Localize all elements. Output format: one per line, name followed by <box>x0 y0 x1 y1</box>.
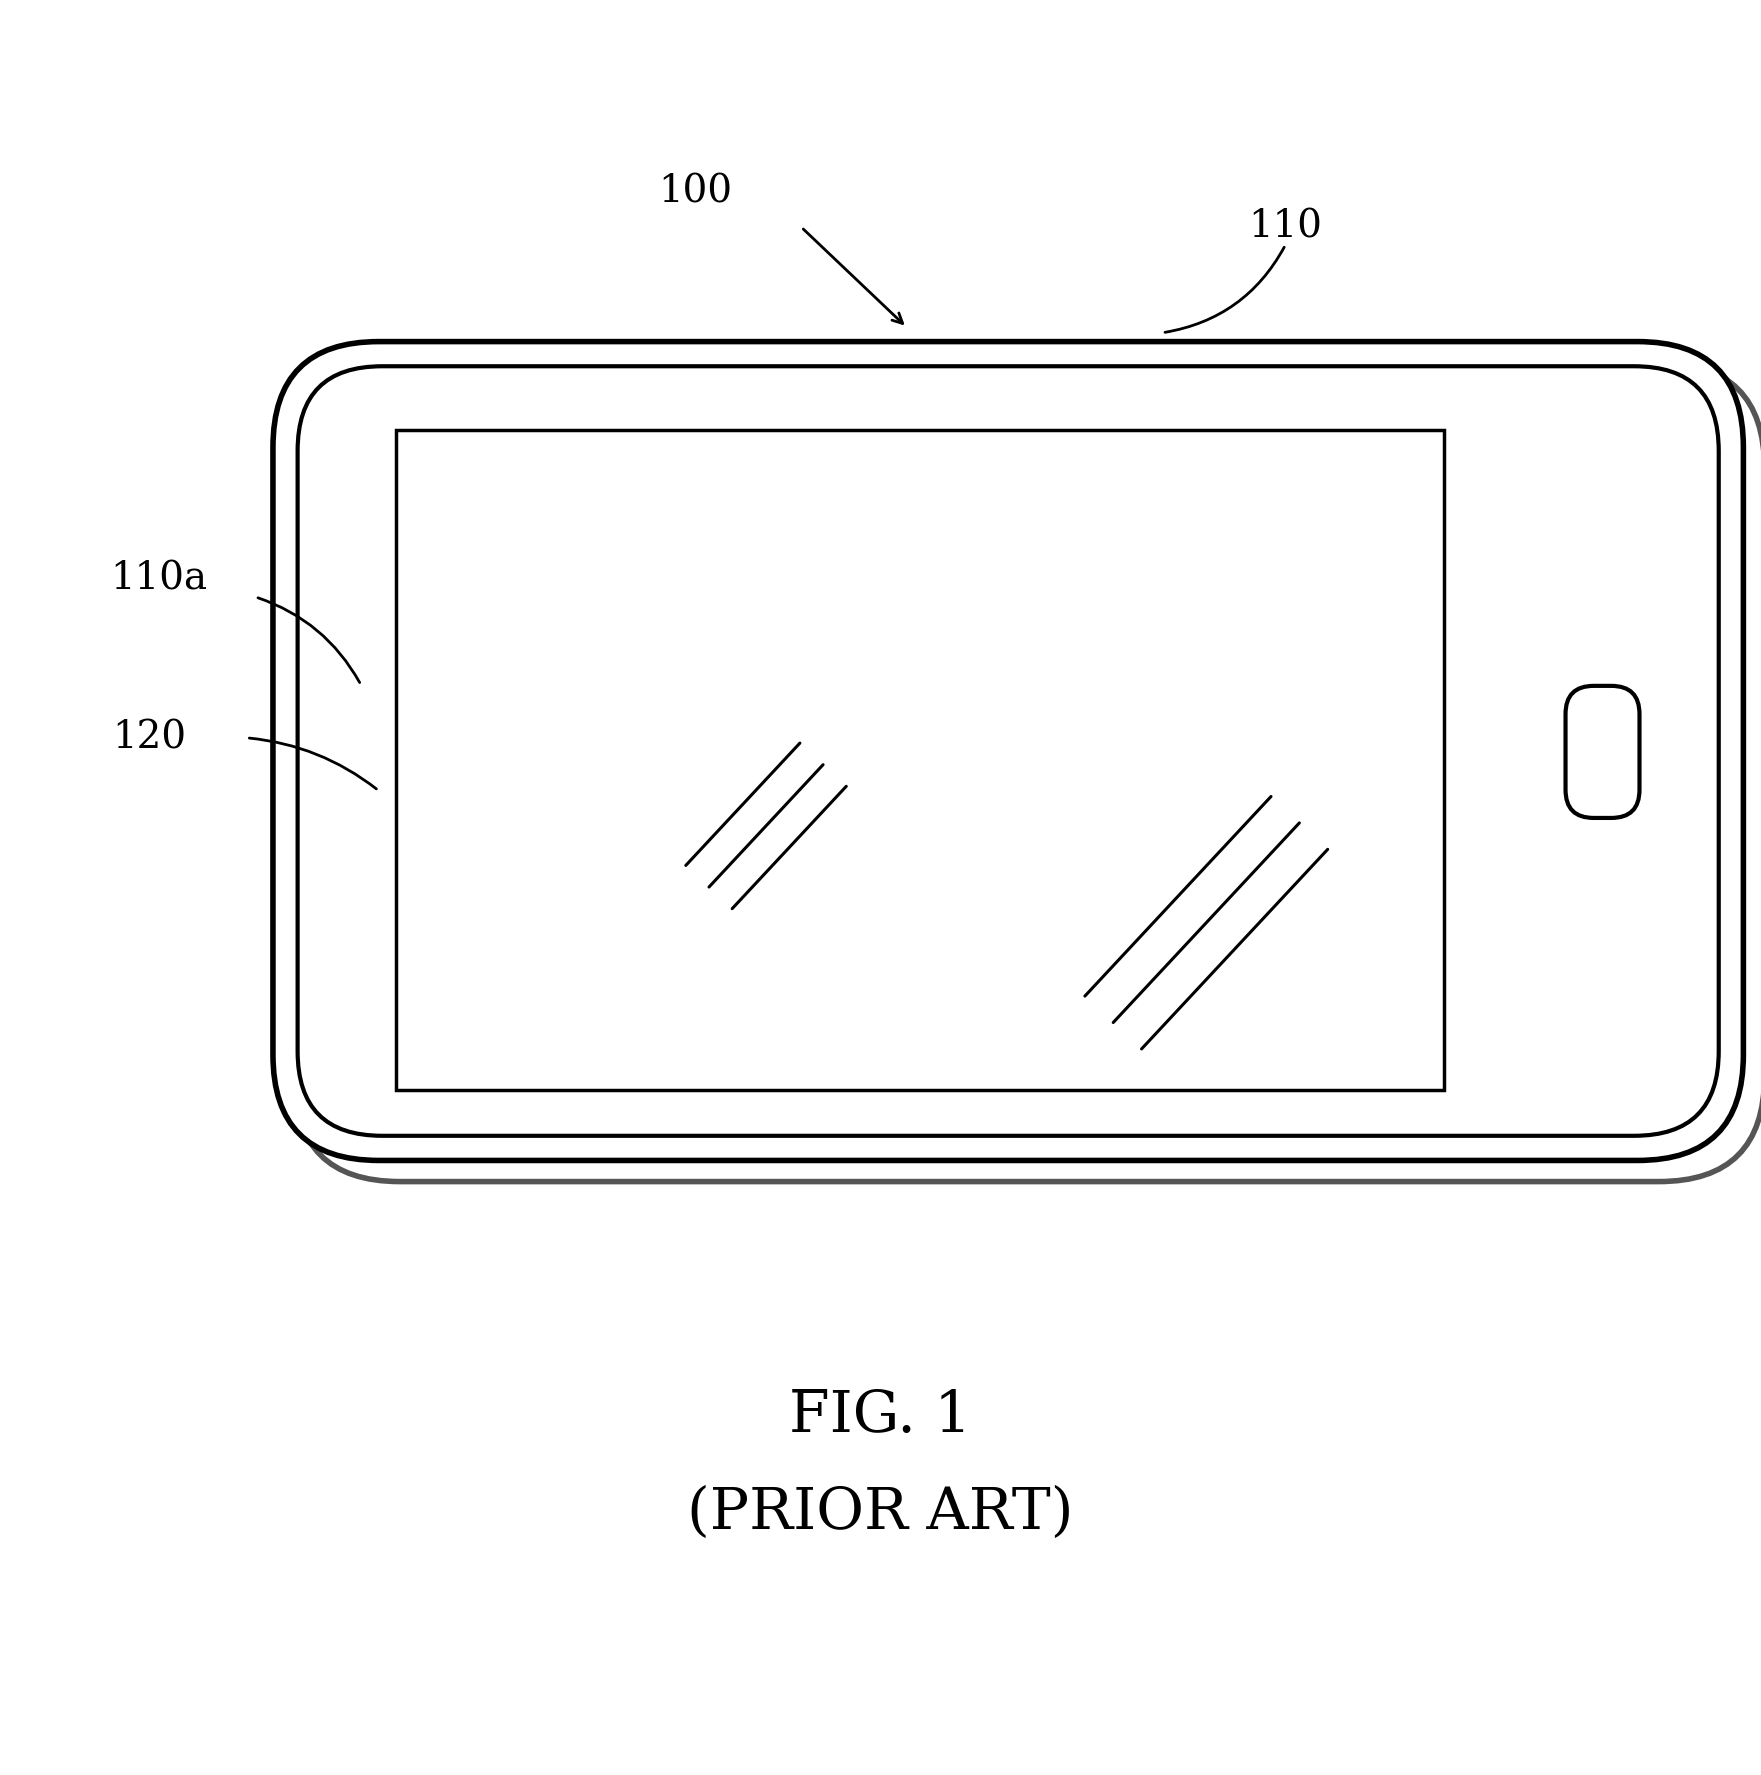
Text: 120: 120 <box>113 719 187 756</box>
FancyBboxPatch shape <box>1566 685 1639 818</box>
Text: 110: 110 <box>1249 209 1323 245</box>
FancyBboxPatch shape <box>273 341 1743 1161</box>
Text: (PRIOR ART): (PRIOR ART) <box>687 1484 1074 1541</box>
Bar <box>396 430 1444 1090</box>
FancyBboxPatch shape <box>294 362 1761 1182</box>
Text: FIG. 1: FIG. 1 <box>789 1388 972 1443</box>
Text: 110a: 110a <box>109 561 208 598</box>
Text: 100: 100 <box>659 174 733 211</box>
